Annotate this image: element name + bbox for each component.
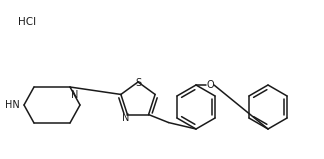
Text: HCl: HCl xyxy=(18,17,36,27)
Text: N: N xyxy=(71,90,78,100)
Text: N: N xyxy=(122,113,129,123)
Text: HN: HN xyxy=(5,100,20,110)
Text: O: O xyxy=(206,80,214,90)
Text: S: S xyxy=(135,78,141,88)
